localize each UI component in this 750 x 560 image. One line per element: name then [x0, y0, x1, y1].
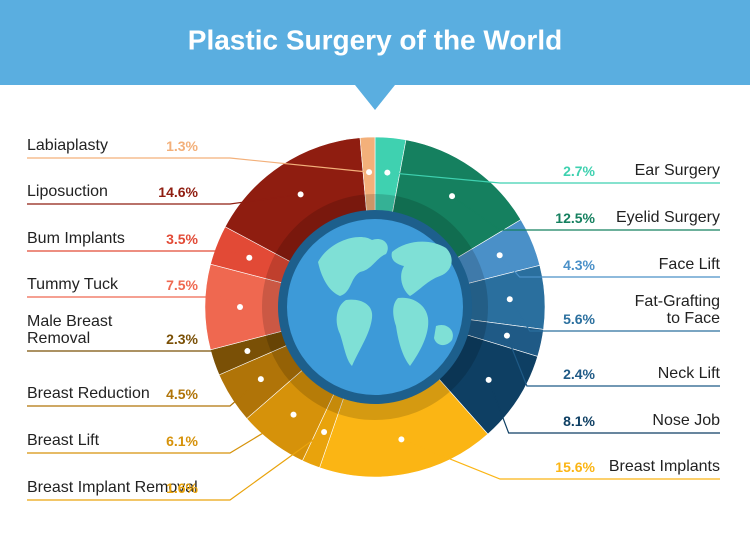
leader-dot: [297, 191, 304, 198]
leader-line: [451, 195, 720, 231]
leader-line: [27, 414, 294, 454]
value-label: 3.5%: [166, 231, 198, 247]
chart-title: Plastic Surgery of the World: [188, 24, 562, 55]
leader-line: [27, 431, 325, 501]
value-label: 14.6%: [158, 184, 198, 200]
category-label: Male Breast Removal: [27, 313, 113, 347]
leader-dot: [496, 252, 503, 259]
category-label: Breast Lift: [27, 432, 100, 449]
header-pointer: [355, 85, 395, 110]
leader-line: [506, 335, 720, 387]
value-label: 2.3%: [166, 331, 198, 347]
leader-line: [401, 438, 720, 480]
leader-dot: [398, 436, 405, 443]
value-label: 8.1%: [563, 413, 595, 429]
category-label: Face Lift: [658, 256, 720, 273]
category-label: Eyelid Surgery: [615, 209, 720, 226]
header-band: [0, 0, 750, 85]
leader-line: [499, 254, 720, 278]
leader-dot: [449, 193, 456, 200]
category-label: Ear Surgery: [634, 162, 720, 179]
leader-line: [27, 193, 301, 205]
leader-dot: [257, 376, 264, 383]
category-label: Liposuction: [27, 183, 108, 200]
category-label: Breast Implant Removal: [27, 479, 198, 496]
value-label: 5.6%: [563, 311, 595, 327]
value-label: 4.3%: [563, 257, 595, 273]
leader-dot: [506, 296, 513, 303]
category-label: Breast Implants: [608, 458, 720, 475]
leader-dot: [503, 332, 510, 339]
leader-dot: [244, 348, 251, 355]
value-label: 2.7%: [563, 163, 595, 179]
leader-line: [27, 250, 250, 259]
leader-line: [27, 296, 241, 308]
category-label: Fat-Grafting to Face: [634, 293, 720, 327]
category-label: Breast Reduction: [27, 385, 150, 402]
category-label: Tummy Tuck: [27, 276, 118, 293]
value-label: 7.5%: [166, 277, 198, 293]
value-label: 4.5%: [166, 386, 198, 402]
leader-line: [387, 171, 720, 184]
category-label: Nose Job: [652, 412, 720, 429]
category-label: Labiaplasty: [27, 137, 108, 154]
leader-dot: [246, 254, 253, 261]
leader-dot: [485, 376, 492, 383]
inner-shade: [262, 194, 488, 420]
leader-dot: [321, 429, 328, 436]
leader-line: [488, 379, 720, 434]
value-label: 1.6%: [166, 480, 198, 496]
leader-line: [27, 157, 370, 173]
leader-dot: [290, 411, 297, 418]
leader-line: [27, 378, 262, 407]
value-label: 1.3%: [166, 138, 198, 154]
value-label: 6.1%: [166, 433, 198, 449]
value-label: 12.5%: [555, 210, 595, 226]
category-label: Bum Implants: [27, 230, 125, 247]
leader-line: [509, 298, 720, 332]
globe: [278, 210, 472, 404]
value-label: 15.6%: [555, 459, 595, 475]
leader-dot: [384, 169, 391, 176]
leader-dot: [237, 304, 243, 310]
category-label: Neck Lift: [657, 365, 720, 382]
value-label: 2.4%: [563, 366, 595, 382]
leader-dot: [366, 169, 373, 176]
